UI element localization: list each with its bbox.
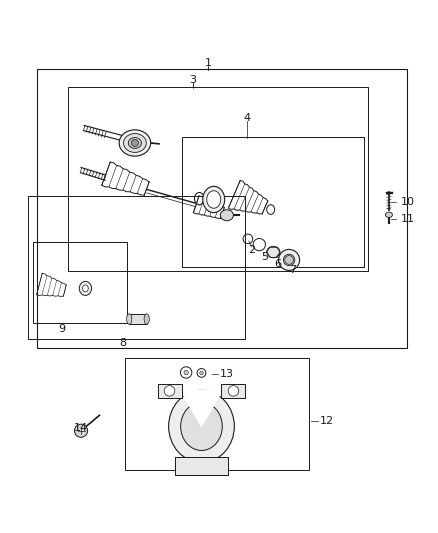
Ellipse shape: [180, 402, 223, 450]
Text: 6: 6: [274, 260, 281, 269]
Text: 8: 8: [119, 338, 126, 348]
Wedge shape: [184, 390, 220, 426]
Bar: [33, 243, 127, 324]
Text: 2: 2: [248, 245, 255, 255]
Circle shape: [164, 386, 175, 396]
Circle shape: [184, 370, 188, 375]
Text: 11: 11: [401, 214, 415, 224]
Text: 12: 12: [320, 416, 334, 426]
Bar: [158, 384, 182, 398]
Ellipse shape: [385, 212, 392, 217]
Bar: [125, 359, 309, 470]
Bar: [28, 197, 245, 339]
Text: 13: 13: [220, 369, 234, 379]
Ellipse shape: [119, 130, 151, 156]
Circle shape: [74, 424, 88, 437]
Ellipse shape: [283, 254, 295, 265]
Bar: [68, 87, 368, 271]
Bar: [221, 384, 245, 398]
Circle shape: [131, 140, 138, 147]
Ellipse shape: [169, 390, 234, 463]
Text: 1: 1: [205, 58, 212, 68]
Text: 5: 5: [261, 252, 268, 262]
Circle shape: [228, 386, 239, 396]
Text: 3: 3: [189, 75, 196, 85]
Ellipse shape: [207, 191, 221, 208]
Bar: [129, 314, 147, 324]
Ellipse shape: [220, 210, 233, 221]
Ellipse shape: [127, 314, 132, 324]
Text: 14: 14: [74, 423, 88, 433]
Bar: [37, 69, 407, 348]
Circle shape: [200, 371, 203, 375]
Ellipse shape: [267, 246, 280, 258]
Bar: [182, 138, 364, 266]
Text: 4: 4: [244, 112, 251, 123]
Text: 10: 10: [401, 197, 415, 207]
Bar: [175, 457, 228, 474]
Ellipse shape: [82, 285, 88, 292]
Circle shape: [285, 255, 293, 264]
Ellipse shape: [128, 138, 141, 149]
Ellipse shape: [124, 134, 146, 152]
Ellipse shape: [279, 249, 300, 270]
Text: 7: 7: [289, 265, 296, 275]
Text: 9: 9: [58, 324, 65, 334]
Ellipse shape: [79, 281, 92, 295]
Ellipse shape: [144, 314, 149, 324]
Ellipse shape: [203, 187, 225, 213]
